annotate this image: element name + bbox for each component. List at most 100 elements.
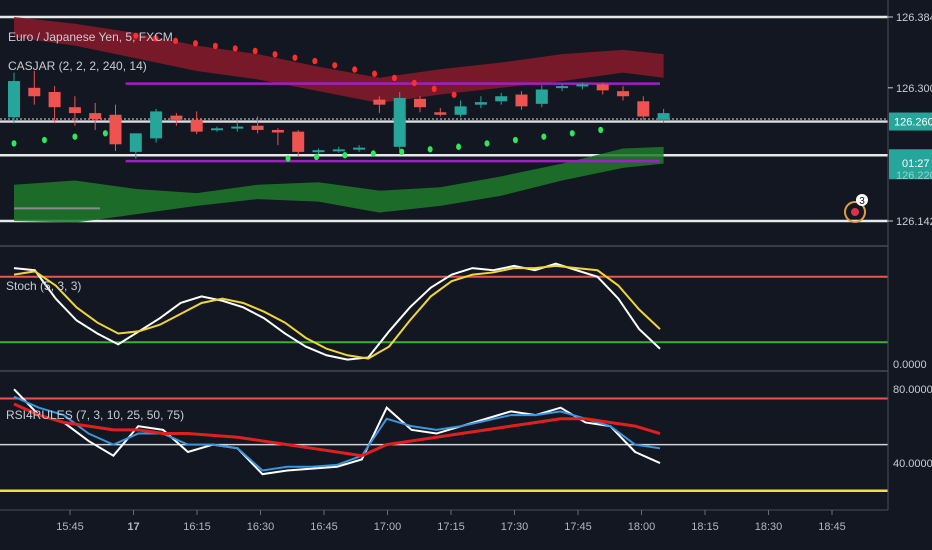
green-dot [541,133,547,140]
candle-body[interactable] [434,112,447,115]
time-tick-label: 18:15 [691,521,719,533]
candle-body[interactable] [414,98,426,108]
candle-body[interactable] [89,113,102,119]
green-dot [399,148,405,156]
upper-band [14,17,664,103]
candle-body[interactable] [535,89,548,104]
green-dot [342,151,348,159]
green-dot [427,146,433,153]
candle-body[interactable] [129,133,142,152]
red-dot [133,32,139,39]
current-price-tag[interactable] [889,112,932,131]
candle-body[interactable] [68,107,81,114]
candle-body[interactable] [474,102,487,105]
time-tick-label: 18:45 [818,521,846,533]
candle-body[interactable] [271,129,284,133]
candle-body[interactable] [393,97,406,147]
candle-body[interactable] [373,99,386,105]
time-tick-label: 17:30 [501,521,529,533]
candle-body[interactable] [190,119,203,132]
alert-dot-icon [851,208,859,216]
candle-body[interactable] [515,94,528,107]
candle-body[interactable] [292,131,305,152]
candle-body[interactable] [8,81,20,118]
red-dot [292,54,298,61]
indicator-label-rsi: RSI4RULES (7, 3, 10, 25, 50, 75) [6,408,184,422]
red-dot [312,57,318,65]
rsi-tick-label: 80.0000 [893,384,932,396]
green-dot [41,136,47,144]
green-dot [512,136,518,144]
red-dot [212,42,218,50]
green-dot [72,133,78,140]
green-dot [313,153,319,161]
candle-body[interactable] [353,147,366,150]
alert-count: 3 [859,196,865,207]
time-tick-label: 17:00 [374,521,402,533]
candle-body[interactable] [657,113,670,120]
red-dot [372,70,378,77]
candle-body[interactable] [454,106,467,115]
price-tick-label: 126.142 [896,216,932,228]
candle-body[interactable] [495,96,508,102]
candle-body[interactable] [251,125,264,130]
time-tick-label: 18:30 [755,521,783,533]
candle-body[interactable] [637,101,650,117]
green-dot [285,155,291,162]
time-tick-label: 17:45 [564,521,592,533]
candle-body[interactable] [596,84,609,91]
time-axis[interactable]: 15:45 17 16:15 16:30 16:45 17:00 17:15 17:30 17:… [56,510,846,533]
price-pane[interactable] [8,17,670,223]
green-dot [569,130,575,137]
red-dot [352,66,358,73]
indicator-label-stoch: Stoch (5, 3, 3) [6,279,81,293]
green-dot [370,150,376,157]
red-dot [173,37,179,45]
candle-body[interactable] [170,115,183,120]
rsi-line[interactable] [13,388,661,476]
green-dot [11,140,17,147]
candle-body[interactable] [617,91,629,97]
alert-count-bubble [856,194,868,206]
time-tick-label: 17:15 [437,521,465,533]
countdown-value: 01:27 [902,158,930,170]
candle-body[interactable] [28,87,41,97]
candle-body[interactable] [332,149,345,152]
stoch-k-line[interactable] [13,262,661,361]
stoch-tick-label: 0.0000 [893,359,927,371]
red-dot [391,74,397,82]
red-dot [272,51,278,58]
price-axis[interactable]: 126.384 126.300 126.260 126.142 126.22001:27… [888,12,932,470]
alert-badge[interactable]: 3 [844,194,868,223]
time-tick-label: 16:45 [310,521,338,533]
rsi-average-line[interactable] [13,402,661,458]
stoch-d-line[interactable] [13,264,661,360]
time-tick-label: 16:30 [247,521,275,533]
candle-body[interactable] [48,92,61,108]
lower-band [14,146,664,223]
red-dot [252,47,258,55]
red-dot [451,91,457,98]
hidden-price-label: 126.220 [896,170,932,182]
indicator-label-casjar: CASJAR (2, 2, 2, 240, 14) [8,59,147,73]
candle-body[interactable] [211,128,223,131]
alert-ring-icon [844,201,866,223]
candle-body[interactable] [556,86,569,89]
candle-body[interactable] [312,150,325,153]
chart-title: Euro / Japanese Yen, 5, FXCM [8,30,173,44]
red-dot [192,40,198,47]
red-dot [411,79,417,87]
rsi-signal-line[interactable] [13,395,661,472]
green-dot [456,143,462,150]
stoch-pane[interactable] [0,262,888,361]
rsi-pane[interactable] [0,388,888,493]
rsi-tick-label: 40.0000 [893,458,932,470]
time-tick-label: 18:00 [628,521,656,533]
candle-body[interactable] [231,126,244,129]
candle-body[interactable] [150,111,163,139]
candle-body[interactable] [576,84,589,87]
countdown-tag[interactable] [889,149,932,180]
candle-body[interactable] [109,114,122,145]
green-dot [598,126,604,134]
